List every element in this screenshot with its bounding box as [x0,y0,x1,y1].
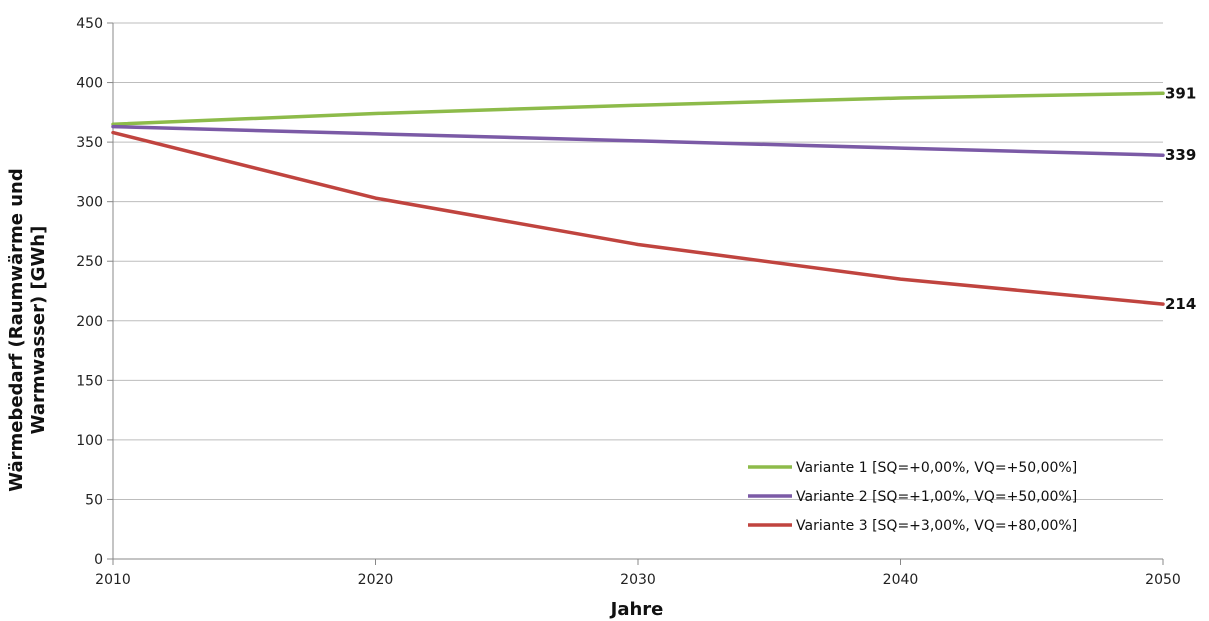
y-tick-label: 200 [76,314,103,330]
legend: Variante 1 [SQ=+0,00%, VQ=+50,00%] Varian… [748,460,1077,534]
y-axis-title-line-2: Warmwasser) [GWh] [28,226,49,435]
grid-lines [113,22,1163,500]
x-tick-label: 2040 [883,572,919,588]
x-axis-title: Jahre [609,599,664,620]
series-lines [111,91,1165,306]
y-tick-label: 400 [76,76,103,92]
y-tick-label: 100 [76,433,103,449]
series-line-3 [111,130,1165,306]
y-tick-label: 450 [76,16,103,32]
x-tick-labels: 2010 2020 2030 2040 2050 [95,572,1181,588]
y-tick-label: 50 [85,492,103,508]
legend-label-1: Variante 1 [SQ=+0,00%, VQ=+50,00%] [796,460,1077,476]
x-tick-label: 2010 [95,572,131,588]
end-label-series-1: 391 [1165,84,1196,102]
series-line-1 [111,91,1165,126]
legend-label-3: Variante 3 [SQ=+3,00%, VQ=+80,00%] [796,518,1077,534]
axes [107,22,1164,565]
end-label-series-2: 339 [1165,146,1196,164]
y-axis-title-line-1: Wärmebedarf (Raumwärme und [6,168,27,492]
end-label-series-3: 214 [1165,295,1196,313]
legend-label-2: Variante 2 [SQ=+1,00%, VQ=+50,00%] [796,489,1077,505]
y-tick-label: 250 [76,254,103,270]
y-tick-label: 350 [76,135,103,151]
x-tick-label: 2020 [358,572,394,588]
series-line-2 [111,124,1165,157]
y-tick-label: 0 [94,552,103,568]
y-tick-label: 150 [76,373,103,389]
y-tick-labels: 0 50 100 150 200 250 300 350 400 450 [76,16,103,568]
x-tick-label: 2050 [1145,572,1181,588]
y-axis-title: Wärmebedarf (Raumwärme und Warmwasser) [… [6,168,49,492]
y-tick-label: 300 [76,195,103,211]
end-value-labels: 391 339 214 [1165,84,1196,313]
x-tick-label: 2030 [620,572,656,588]
